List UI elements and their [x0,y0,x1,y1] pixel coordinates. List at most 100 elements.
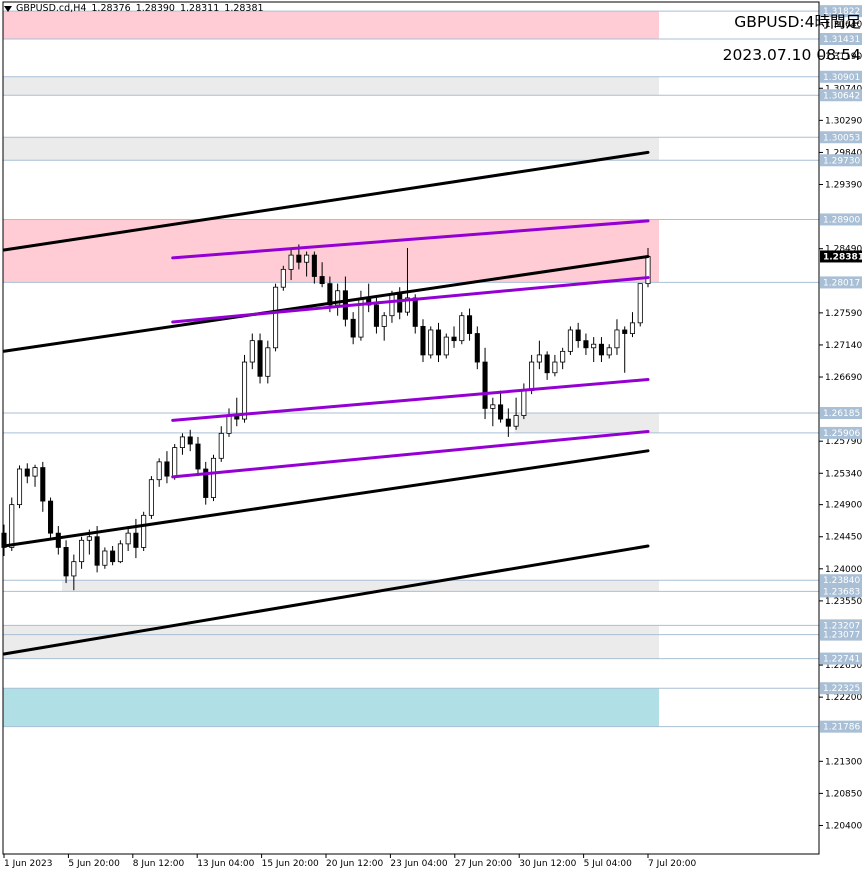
candle [490,397,496,427]
y-tick-label: 1.22650 [825,661,862,671]
candle [335,283,341,316]
candle-body [598,343,604,356]
candle [536,340,542,370]
level-label-bg [820,628,862,641]
black-trendline [2,254,650,353]
candle-body [273,286,279,349]
candle [141,511,147,551]
candle [467,308,473,341]
candle-body [397,293,403,313]
y-tick-label: 1.26690 [825,373,862,383]
y-tick-label: 1.31190 [825,52,862,62]
candle-body [304,254,310,263]
candle-body [9,504,15,548]
candle [110,545,116,566]
candle [179,433,185,455]
candle-body [404,297,411,313]
candle [637,283,643,327]
purple-trendline [171,276,650,324]
level-label-bg [820,276,862,289]
candle-body [94,536,100,566]
close-value: 1.28381 [224,3,264,14]
candle-body [637,283,643,324]
zone-4 [514,413,659,433]
candle [48,497,54,541]
candle [498,390,504,423]
y-tick-label: 1.20850 [825,789,862,799]
candle-body [575,329,581,342]
level-label: 1.21786 [823,723,860,733]
zone-5 [62,580,660,592]
candle-body [412,297,418,327]
candle-body [536,354,542,363]
candle [443,333,449,359]
x-tick-label: 8 Jun 12:00 [133,859,185,869]
candle [474,326,480,370]
candle-body [257,340,263,377]
candle-body [125,532,131,545]
candle [319,262,325,288]
level-label: 1.23683 [823,587,860,597]
level-label: 1.22741 [823,655,860,665]
candle [32,464,38,487]
chart-timestamp: 2023.07.10 08:54 [722,46,861,64]
open-value: 1.28376 [91,3,131,14]
candle [63,540,69,584]
candle [16,465,23,509]
candle [195,436,201,477]
candle-body [498,404,504,420]
candle-body [210,457,217,498]
candle-body [102,550,108,566]
x-tick-label: 13 Jun 04:00 [197,859,254,869]
y-tick-label: 1.25790 [825,437,862,447]
level-label: 1.26185 [823,409,860,419]
level-label-bg [820,720,862,733]
symbol-header: GBPUSD.cd,H4 1.28376 1.28390 1.28311 1.28381 [4,3,269,14]
level-label: 1.28017 [823,278,860,288]
y-tick-label: 1.23550 [825,597,862,607]
candle-body [482,361,488,409]
candle [552,354,558,377]
candle [459,312,465,345]
purple-trendline [171,378,650,422]
candle-body [552,361,558,374]
x-tick-label: 23 Jun 04:00 [390,859,447,869]
current-price-label: 1.28381 [823,252,864,262]
candle-body [117,543,123,563]
candle [583,333,589,355]
level-label: 1.30642 [823,91,860,101]
y-tick-label: 1.27140 [825,341,862,351]
candle-body [622,329,628,334]
candle [591,337,597,363]
candle-body [187,436,193,445]
level-label-bg [820,154,862,167]
y-tick-label: 1.24900 [825,501,862,511]
candle [55,526,61,555]
candle [629,312,636,338]
symbol-label: GBPUSD.cd,H4 [16,3,87,14]
candle-body [373,304,379,327]
candle-body [203,468,209,498]
x-tick-label: 5 Jul 04:00 [584,859,633,869]
candle [273,283,279,352]
purple-trendline [171,429,650,479]
candle [544,351,550,380]
candle-body [164,461,170,477]
current-price-bg [820,250,862,263]
y-tick-label: 1.29840 [825,148,862,158]
candle [567,326,573,355]
candle-body [156,461,162,481]
y-tick-label: 1.21300 [825,757,862,767]
candle-body [79,539,85,563]
candle-body [288,254,294,270]
level-label-bg [820,407,862,420]
y-tick-label: 1.30290 [825,116,862,126]
candle [304,251,310,277]
level-label: 1.28900 [823,215,860,225]
chevron-down-icon[interactable] [4,5,12,12]
candle-body [350,318,356,338]
zone-7 [3,688,659,727]
candle-body [505,418,511,427]
level-label: 1.30053 [823,133,860,143]
